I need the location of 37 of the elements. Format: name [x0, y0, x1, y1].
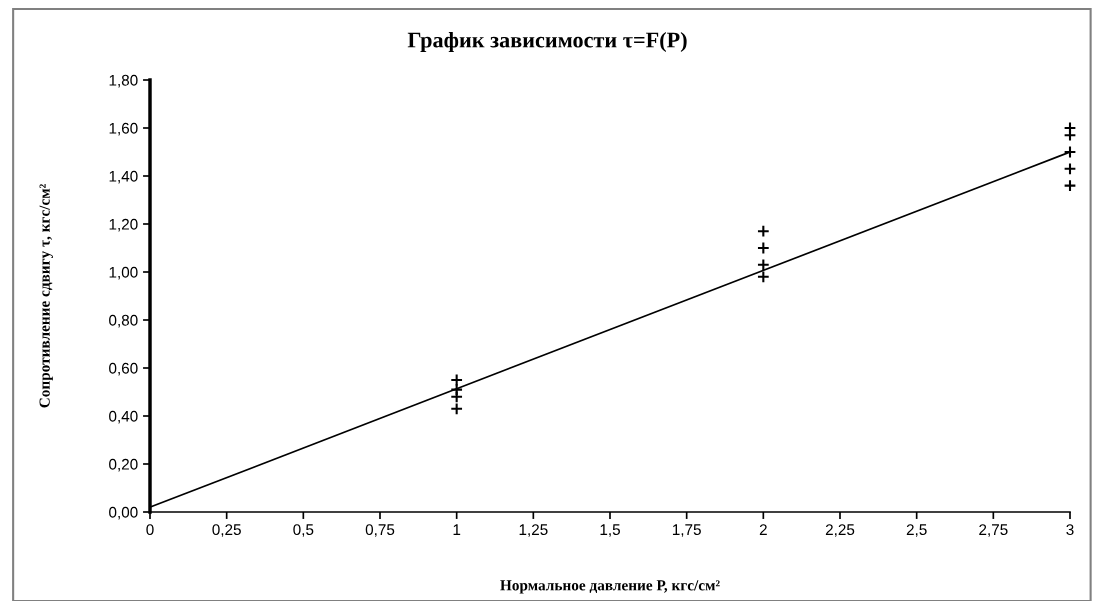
point	[450, 373, 464, 387]
y-axis-title: Сопротивление сдвигу τ, кгс/см²	[39, 184, 53, 408]
x-tick-label: 2,75	[979, 524, 1008, 537]
chart-title: График зависимости τ=F(P)	[407, 31, 687, 53]
y-tick-label: 1,40	[109, 170, 138, 184]
point	[1063, 128, 1077, 142]
x-tick-label: 1,5	[600, 524, 620, 537]
y-tick-label: 1,00	[109, 266, 138, 280]
y-tick-label: 1,80	[109, 74, 138, 88]
y-tick-label: 0,40	[109, 410, 138, 424]
point	[756, 241, 770, 255]
x-tick-label: 0,75	[365, 524, 395, 537]
point	[1063, 145, 1077, 159]
x-tick-label: 0,25	[212, 524, 241, 537]
x-tick-label: 1,75	[672, 524, 701, 537]
point	[756, 224, 770, 238]
x-axis-title: Нормальное давление Р, кгс/см²	[500, 580, 720, 594]
x-tick-label: 0,5	[293, 524, 314, 537]
y-tick-label: 0,20	[109, 458, 138, 472]
point	[1063, 162, 1077, 176]
point	[1063, 179, 1077, 193]
y-tick-label: 0,00	[109, 506, 138, 520]
y-tick-label: 0,80	[109, 314, 138, 328]
y-tick-label: 1,20	[109, 218, 138, 232]
point	[756, 258, 770, 272]
point	[450, 390, 464, 404]
point	[450, 402, 464, 416]
x-tick-label: 3	[1066, 524, 1074, 536]
x-tick-label: 2,5	[906, 524, 927, 537]
x-tick-label: 0	[146, 524, 154, 536]
x-tick-label: 2,25	[825, 524, 855, 537]
y-tick-label: 0,60	[109, 362, 138, 376]
x-tick-label: 1,25	[519, 524, 548, 537]
y-tick-label: 1,60	[109, 122, 138, 136]
x-tick-label: 2	[759, 524, 767, 535]
point	[756, 270, 770, 284]
x-tick-label: 1	[453, 524, 461, 535]
